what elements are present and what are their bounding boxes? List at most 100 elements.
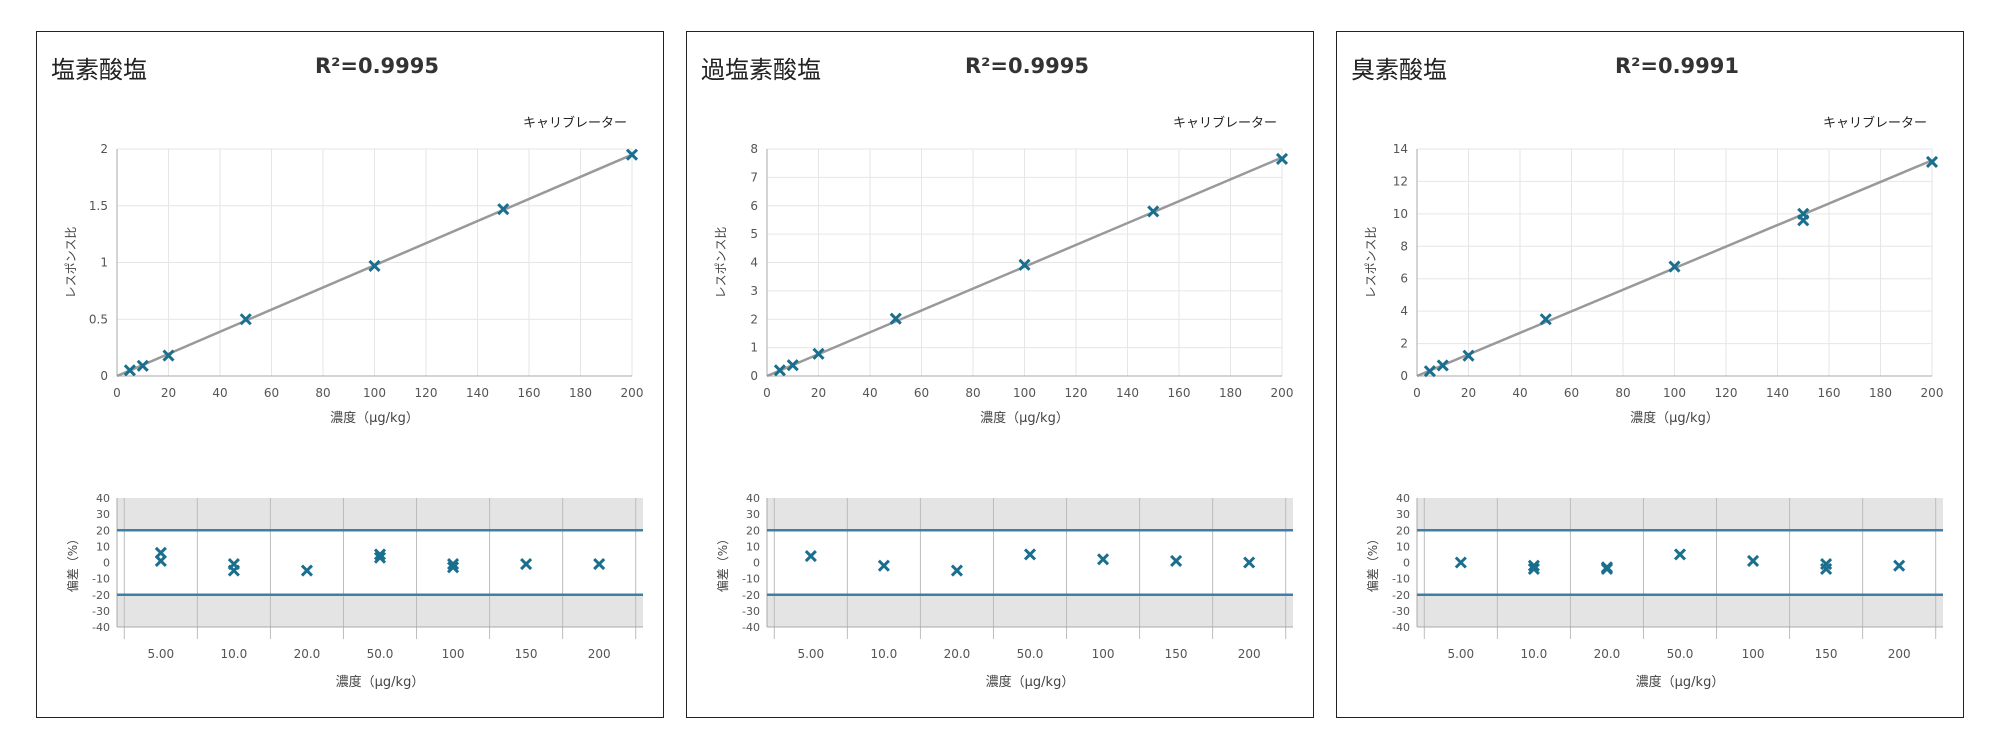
calibrator-point	[136, 359, 149, 372]
y-tick-label: 0	[1400, 369, 1408, 383]
deviation-point	[1600, 562, 1614, 576]
chart-panel-bromate: 臭素酸塩 R²=0.9991 0 20 40 60 80 100 120 140 160 180 2…	[1336, 31, 1964, 718]
dev-y-tick-label: -10	[742, 573, 760, 586]
dev-y-tick-label: 10	[746, 540, 760, 553]
dev-x-tick-label: 5.00	[1447, 647, 1474, 661]
calibrator-point	[1018, 258, 1031, 271]
legend-label: キャリブレーター	[523, 115, 627, 131]
y-tick-label: 0	[100, 369, 108, 383]
y-tick-label: 8	[1400, 239, 1408, 253]
legend-label: キャリブレーター	[1173, 115, 1277, 131]
dev-y-tick-label: 30	[96, 508, 110, 521]
x-tick-label: 100	[363, 386, 386, 400]
upper-band	[767, 498, 1293, 531]
dev-y-axis-label: 偏差（%）	[1365, 533, 1380, 592]
dev-x-tick-label: 100	[1092, 647, 1115, 661]
calibrator-point	[773, 364, 786, 377]
y-tick-label: 1	[750, 341, 758, 355]
x-tick-label: 100	[1013, 386, 1036, 400]
x-tick-label: 40	[1512, 386, 1527, 400]
chart-panel-chlorate: 塩素酸塩 R²=0.9995 0 20 40 60 80 100 120 140 160 180 2…	[36, 31, 664, 718]
deviation-point	[520, 558, 533, 571]
dev-x-axis-label: 濃度（μg/kg）	[336, 674, 425, 690]
dev-x-axis-label: 濃度（μg/kg）	[986, 674, 1075, 690]
dev-x-tick-label: 20.0	[944, 647, 971, 661]
deviation-point	[300, 564, 314, 577]
dev-x-tick-label: 150	[515, 647, 538, 661]
deviation-point	[1454, 556, 1467, 569]
y-tick-label: 4	[750, 256, 758, 270]
x-tick-label: 60	[1564, 386, 1579, 400]
dev-y-tick-label: -20	[1392, 589, 1410, 602]
x-tick-label: 180	[1219, 386, 1242, 400]
calibrator-point	[368, 259, 381, 272]
x-tick-label: 80	[965, 386, 980, 400]
x-tick-label: 140	[1766, 386, 1789, 400]
upper-band	[117, 498, 643, 531]
deviation-point	[1893, 559, 1906, 572]
deviation-point	[446, 558, 460, 571]
y-axis-label: レスポンス比	[714, 227, 728, 299]
dev-y-tick-label: -40	[1392, 621, 1410, 634]
dev-y-tick-label: 20	[96, 524, 110, 537]
dev-y-tick-label: 20	[1396, 524, 1410, 537]
panel-title: 塩素酸塩	[51, 56, 147, 84]
x-tick-label: 0	[1413, 386, 1421, 400]
calibrator-point	[1797, 207, 1810, 220]
dev-x-tick-label: 200	[1888, 647, 1911, 661]
lower-band	[1417, 594, 1943, 627]
calibrator-point	[1147, 205, 1160, 218]
dev-y-tick-label: 20	[746, 524, 760, 537]
dev-y-tick-label: -40	[92, 621, 110, 634]
r-squared-label: R²=0.9995	[965, 54, 1090, 78]
dev-x-tick-label: 200	[588, 647, 611, 661]
y-axis-label: レスポンス比	[64, 227, 78, 299]
dev-x-axis-label: 濃度（μg/kg）	[1636, 674, 1725, 690]
x-tick-label: 100	[1663, 386, 1686, 400]
calibrator-point	[1436, 359, 1449, 372]
dev-y-tick-label: 10	[1396, 540, 1410, 553]
x-axis-label: 濃度（μg/kg）	[1630, 410, 1719, 426]
calibrator-point	[162, 349, 175, 362]
deviation-point	[227, 564, 240, 577]
dev-x-tick-label: 10.0	[871, 647, 898, 661]
y-tick-label: 3	[750, 284, 758, 298]
panel-title: 臭素酸塩	[1351, 56, 1447, 84]
x-tick-label: 120	[415, 386, 438, 400]
dev-y-tick-label: -30	[92, 605, 110, 618]
dev-x-tick-label: 20.0	[1594, 647, 1621, 661]
deviation-point	[1023, 548, 1037, 561]
dev-y-tick-label: 40	[746, 492, 760, 505]
x-tick-label: 140	[1116, 386, 1139, 400]
calibrator-point	[1462, 349, 1475, 362]
dev-x-tick-label: 5.00	[797, 647, 824, 661]
y-tick-label: 1	[100, 256, 108, 270]
dev-x-tick-label: 200	[1238, 647, 1261, 661]
dev-y-tick-label: -20	[92, 589, 110, 602]
y-tick-label: 5	[750, 227, 758, 241]
upper-band	[1417, 498, 1943, 531]
deviation-point	[1746, 554, 1760, 567]
x-tick-label: 180	[1869, 386, 1892, 400]
lower-band	[767, 594, 1293, 627]
dev-y-tick-label: -30	[1392, 605, 1410, 618]
x-tick-label: 0	[113, 386, 121, 400]
deviation-point	[877, 559, 890, 572]
y-tick-label: 8	[750, 142, 758, 156]
dev-y-tick-label: 30	[746, 508, 760, 521]
dev-x-tick-label: 50.0	[1017, 647, 1044, 661]
dev-y-tick-label: 30	[1396, 508, 1410, 521]
deviation-point	[1243, 556, 1256, 569]
dev-x-tick-label: 150	[1165, 647, 1188, 661]
chart-svg: 0 20 40 60 80 100 120 140 160 180 200012345678キャリブ…	[714, 115, 1293, 690]
calibrator-point	[1925, 155, 1939, 169]
x-tick-label: 200	[1921, 386, 1944, 400]
x-tick-label: 80	[1615, 386, 1630, 400]
x-tick-label: 120	[1065, 386, 1088, 400]
calibrator-point	[239, 313, 252, 326]
x-tick-label: 160	[518, 386, 541, 400]
dev-y-axis-label: 偏差（%）	[715, 533, 730, 592]
deviation-point	[154, 554, 167, 567]
x-tick-label: 180	[569, 386, 592, 400]
dev-x-tick-label: 5.00	[147, 647, 174, 661]
